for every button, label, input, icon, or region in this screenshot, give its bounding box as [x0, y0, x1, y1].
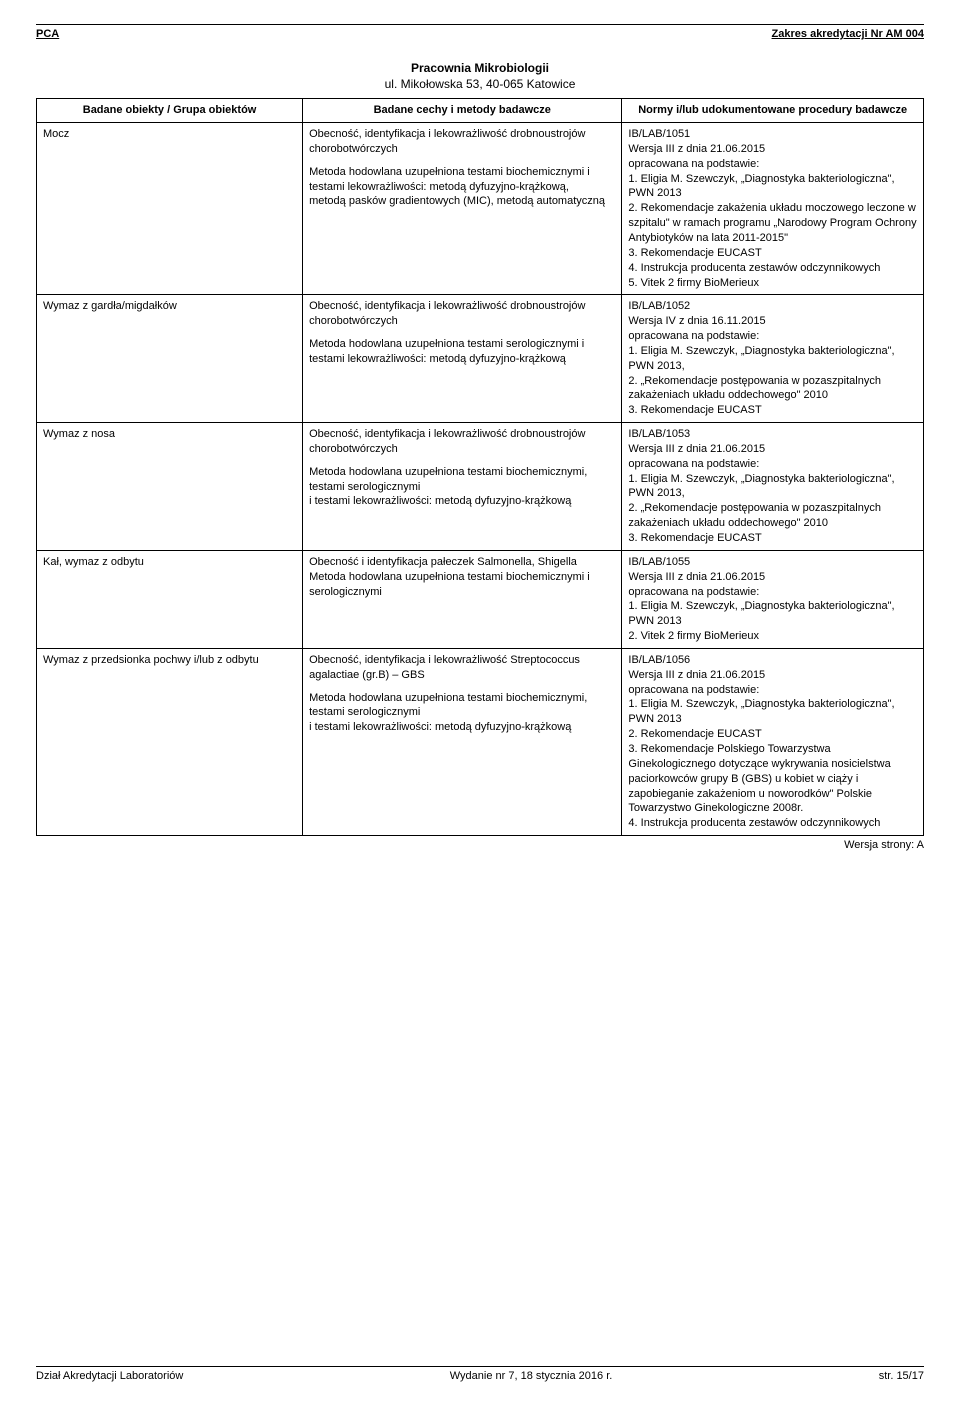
cell-norm: IB/LAB/1052 Wersja IV z dnia 16.11.2015 … — [622, 295, 924, 423]
table-row: Kał, wymaz z odbytuObecność i identyfika… — [37, 550, 924, 648]
cell-object: Wymaz z gardła/migdałków — [37, 295, 303, 423]
table-row: Wymaz z przedsionka pochwy i/lub z odbyt… — [37, 648, 924, 835]
cell-object: Mocz — [37, 123, 303, 295]
col-header-methods: Badane cechy i metody badawcze — [303, 99, 622, 123]
footer-center: Wydanie nr 7, 18 stycznia 2016 r. — [450, 1369, 613, 1384]
page-header: PCA Zakres akredytacji Nr AM 004 — [36, 27, 924, 42]
cell-method: Obecność, identyfikacja i lekowrażliwość… — [303, 423, 622, 551]
cell-method: Obecność i identyfikacja pałeczek Salmon… — [303, 550, 622, 648]
cell-method: Obecność, identyfikacja i lekowrażliwość… — [303, 123, 622, 295]
header-right: Zakres akredytacji Nr AM 004 — [772, 27, 924, 42]
cell-norm: IB/LAB/1051 Wersja III z dnia 21.06.2015… — [622, 123, 924, 295]
cell-object: Wymaz z nosa — [37, 423, 303, 551]
col-header-norms: Normy i/lub udokumentowane procedury bad… — [622, 99, 924, 123]
accreditation-table: Badane obiekty / Grupa obiektów Badane c… — [36, 98, 924, 836]
lab-subtitle: ul. Mikołowska 53, 40-065 Katowice — [36, 76, 924, 92]
footer-left: Dział Akredytacji Laboratoriów — [36, 1369, 183, 1384]
cell-method: Obecność, identyfikacja i lekowrażliwość… — [303, 648, 622, 835]
col-header-objects: Badane obiekty / Grupa obiektów — [37, 99, 303, 123]
cell-method: Obecność, identyfikacja i lekowrażliwość… — [303, 295, 622, 423]
lab-title: Pracownia Mikrobiologii — [36, 60, 924, 76]
table-row: MoczObecność, identyfikacja i lekowrażli… — [37, 123, 924, 295]
cell-norm: IB/LAB/1056 Wersja III z dnia 21.06.2015… — [622, 648, 924, 835]
table-row: Wymaz z gardła/migdałkówObecność, identy… — [37, 295, 924, 423]
cell-object: Wymaz z przedsionka pochwy i/lub z odbyt… — [37, 648, 303, 835]
cell-norm: IB/LAB/1053 Wersja III z dnia 21.06.2015… — [622, 423, 924, 551]
cell-norm: IB/LAB/1055 Wersja III z dnia 21.06.2015… — [622, 550, 924, 648]
page-footer: Dział Akredytacji Laboratoriów Wydanie n… — [36, 1366, 924, 1384]
version-line: Wersja strony: A — [36, 838, 924, 853]
footer-right: str. 15/17 — [879, 1369, 924, 1384]
table-header-row: Badane obiekty / Grupa obiektów Badane c… — [37, 99, 924, 123]
cell-object: Kał, wymaz z odbytu — [37, 550, 303, 648]
header-left: PCA — [36, 27, 59, 42]
table-row: Wymaz z nosaObecność, identyfikacja i le… — [37, 423, 924, 551]
